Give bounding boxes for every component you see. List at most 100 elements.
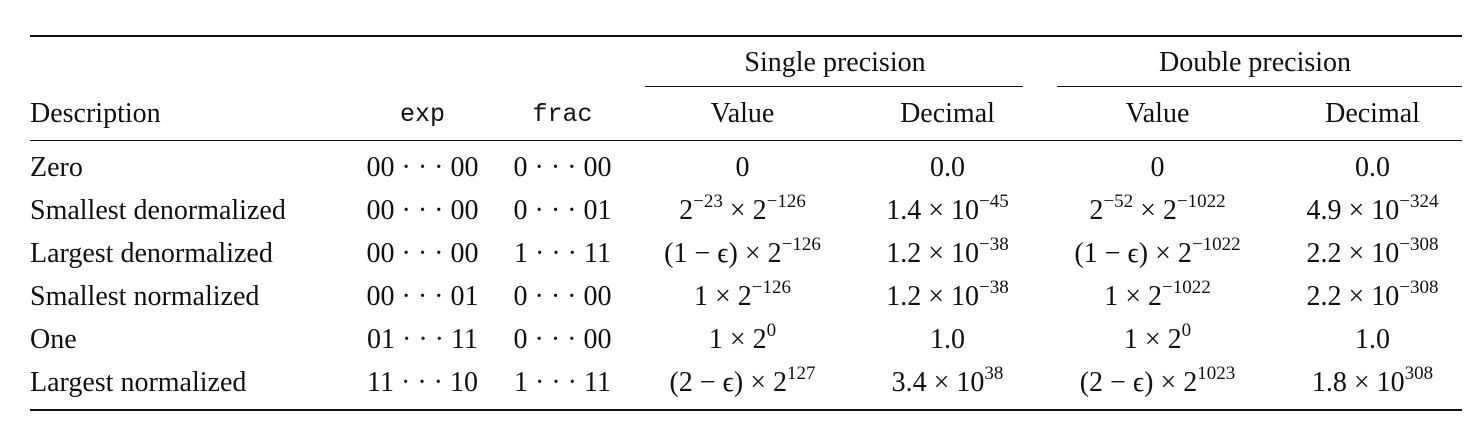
value-text: × 2 xyxy=(1133,194,1177,226)
exponent: −1022 xyxy=(1162,276,1211,298)
cell-double-value: 0 xyxy=(1040,140,1275,189)
cell-single-decimal: 0.0 xyxy=(855,140,1040,189)
value-text: 3.4 × 10 xyxy=(891,366,985,398)
cell-frac: 0 · · · 00 xyxy=(513,323,612,355)
cell-exp: 00 · · · 00 xyxy=(366,237,479,269)
cell-frac: 1 · · · 11 xyxy=(514,237,611,269)
value-text: 0 xyxy=(1150,151,1165,183)
cell-description: Zero xyxy=(30,151,83,183)
cell-description: One xyxy=(30,323,77,355)
value-text: (2 − ϵ) × 2 xyxy=(1079,366,1198,398)
cell-single-decimal: 1.2 × 10−38 xyxy=(855,275,1040,318)
exponent: −1022 xyxy=(1176,190,1226,212)
cell-single-decimal: 1.4 × 10−45 xyxy=(855,189,1040,232)
value-text: 1.4 × 10 xyxy=(886,194,980,226)
single-precision-underline xyxy=(645,86,1023,87)
exponent: −45 xyxy=(979,190,1009,212)
value-text: 2 xyxy=(679,194,694,226)
value-text: 1.8 × 10 xyxy=(1311,366,1405,398)
cell-double-decimal: 2.2 × 10−308 xyxy=(1275,232,1470,275)
cell-description: Largest denormalized xyxy=(30,237,273,269)
cell-double-value: 1 × 20 xyxy=(1040,318,1275,361)
cell-double-decimal: 1.8 × 10308 xyxy=(1275,361,1470,404)
header-description: Description xyxy=(30,98,161,129)
value-text: 4.9 × 10 xyxy=(1306,194,1400,226)
cell-frac: 0 · · · 01 xyxy=(513,194,612,226)
table-row: Smallest denormalized 00 · · · 00 0 · · · … xyxy=(30,189,1470,232)
exponent: −126 xyxy=(751,276,791,298)
cell-single-value: (1 − ϵ) × 2−126 xyxy=(630,232,855,275)
table-row: Largest denormalized 00 · · · 00 1 · · · 1… xyxy=(30,232,1470,275)
cell-description: Smallest normalized xyxy=(30,280,260,312)
bottom-rule xyxy=(30,409,1462,411)
cell-double-value: (1 − ϵ) × 2−1022 xyxy=(1040,232,1275,275)
value-text: (2 − ϵ) × 2 xyxy=(669,366,788,398)
cell-double-value: (2 − ϵ) × 21023 xyxy=(1040,361,1275,404)
cell-double-value: 2−52 × 2−1022 xyxy=(1040,189,1275,232)
cell-single-value: 0 xyxy=(630,140,855,189)
value-text: 1.2 × 10 xyxy=(886,280,980,312)
exponent: −23 xyxy=(693,190,723,212)
exponent: −126 xyxy=(781,233,821,255)
value-text: 2.2 × 10 xyxy=(1306,280,1400,312)
value-text: × 2 xyxy=(722,194,767,226)
header-double-value: Value xyxy=(1125,98,1190,129)
cell-single-value: 2−23 × 2−126 xyxy=(630,189,855,232)
value-text: 1.0 xyxy=(1355,323,1391,355)
exponent: 127 xyxy=(787,362,816,384)
exponent: −308 xyxy=(1399,233,1439,255)
exponent: −126 xyxy=(766,190,806,212)
cell-single-decimal: 1.2 × 10−38 xyxy=(855,232,1040,275)
value-text: 1.0 xyxy=(930,323,965,355)
cell-double-decimal: 0.0 xyxy=(1275,140,1470,189)
exponent: −38 xyxy=(979,233,1009,255)
value-text: (1 − ϵ) × 2 xyxy=(1074,237,1192,269)
exponent: 38 xyxy=(984,362,1004,384)
double-precision-underline xyxy=(1057,86,1462,87)
value-text: 1 × 2 xyxy=(1104,280,1163,312)
value-text: 1 × 2 xyxy=(1123,323,1182,355)
cell-single-value: (2 − ϵ) × 2127 xyxy=(630,361,855,404)
cell-double-value: 1 × 2−1022 xyxy=(1040,275,1275,318)
value-text: 2 xyxy=(1089,194,1104,226)
cell-single-value: 1 × 2−126 xyxy=(630,275,855,318)
cell-exp: 01 · · · 11 xyxy=(367,323,478,355)
value-text: 0 xyxy=(735,151,750,183)
exponent: −1022 xyxy=(1191,233,1241,255)
value-text: 1 × 2 xyxy=(693,280,752,312)
value-text: 1 × 2 xyxy=(708,323,767,355)
cell-frac: 0 · · · 00 xyxy=(513,151,612,183)
table-row: One 01 · · · 11 0 · · · 00 1 × 20 1.0 1 × 20 1… xyxy=(30,318,1470,361)
exponent: 308 xyxy=(1404,362,1434,384)
value-text: 0.0 xyxy=(930,151,965,183)
cell-exp: 11 · · · 10 xyxy=(367,366,478,398)
cell-frac: 1 · · · 11 xyxy=(514,366,611,398)
group-header-single: Single precision xyxy=(744,47,926,78)
value-text: 0.0 xyxy=(1355,151,1391,183)
header-single-decimal: Decimal xyxy=(900,98,995,129)
cell-description: Largest normalized xyxy=(30,366,247,398)
cell-exp: 00 · · · 01 xyxy=(366,280,479,312)
cell-description: Smallest denormalized xyxy=(30,194,286,226)
value-text: (1 − ϵ) × 2 xyxy=(664,237,782,269)
group-header-double: Double precision xyxy=(1158,47,1352,78)
exponent: −52 xyxy=(1103,190,1134,212)
cell-exp: 00 · · · 00 xyxy=(366,194,479,226)
exponent: −324 xyxy=(1399,190,1439,212)
exponent: −308 xyxy=(1399,276,1439,298)
cell-single-decimal: 1.0 xyxy=(855,318,1040,361)
cell-double-decimal: 4.9 × 10−324 xyxy=(1275,189,1470,232)
float-values-table: Single precision Double precision Descri… xyxy=(30,38,1470,404)
header-rule xyxy=(30,140,1462,141)
cell-exp: 00 · · · 00 xyxy=(366,151,479,183)
header-single-value: Value xyxy=(710,98,775,129)
top-rule xyxy=(30,35,1462,37)
exponent: 1023 xyxy=(1197,362,1236,384)
table-row: Smallest normalized 00 · · · 01 0 · · · 00… xyxy=(30,275,1470,318)
table-row: Largest normalized 11 · · · 10 1 · · · 11 (… xyxy=(30,361,1470,404)
exponent: 0 xyxy=(1181,319,1192,341)
exponent: 0 xyxy=(766,319,777,341)
header-double-decimal: Decimal xyxy=(1325,98,1420,129)
cell-double-decimal: 1.0 xyxy=(1275,318,1470,361)
table-row: Zero 00 · · · 00 0 · · · 00 0 0.0 0 0.0 xyxy=(30,140,1470,189)
